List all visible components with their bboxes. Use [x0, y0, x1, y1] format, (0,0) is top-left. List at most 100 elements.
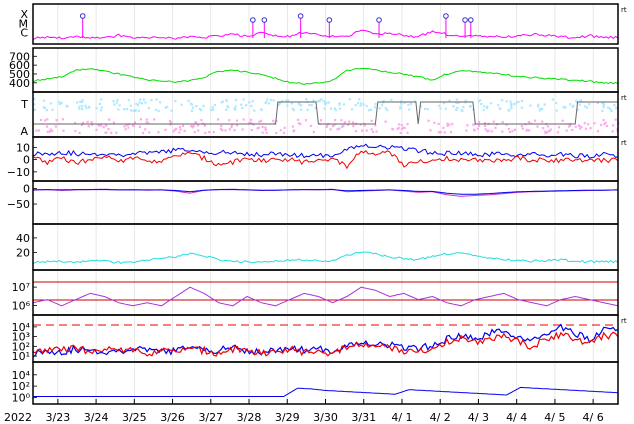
- scatter-point-A: [282, 131, 286, 135]
- scatter-point-A: [472, 123, 475, 126]
- scatter-point-T: [318, 99, 321, 103]
- scatter-point-T: [310, 104, 313, 107]
- scatter-point-A: [192, 124, 195, 128]
- x-tick-label: 3/28: [237, 411, 262, 424]
- scatter-point-A: [233, 129, 236, 132]
- scatter-point-T: [324, 102, 327, 106]
- scatter-point-A: [172, 130, 175, 133]
- panel-frame: [32, 3, 619, 45]
- scatter-point-T: [327, 101, 330, 104]
- scatter-point-A: [54, 125, 57, 128]
- ytick-label: −50: [7, 198, 30, 211]
- right-tag: rt: [621, 6, 627, 14]
- scatter-point-A: [333, 123, 336, 127]
- scatter-point-A: [334, 118, 337, 122]
- scatter-point-T: [578, 103, 581, 106]
- ytick-label: 40: [16, 232, 30, 245]
- scatter-point-A: [342, 124, 345, 128]
- scatter-point-A: [557, 126, 561, 129]
- x-tick-label: 3/23: [46, 411, 71, 424]
- scatter-point-A: [304, 119, 308, 122]
- scatter-point-T: [78, 105, 81, 108]
- scatter-point-A: [541, 120, 544, 123]
- scatter-point-A: [200, 118, 203, 122]
- scatter-point-A: [484, 124, 487, 127]
- scatter-point-A: [46, 130, 49, 133]
- scatter-point-A: [577, 124, 580, 127]
- scatter-point-T: [140, 102, 143, 105]
- scatter-point-T: [33, 108, 36, 111]
- scatter-point-T: [462, 106, 465, 109]
- scatter-point-A: [193, 130, 196, 134]
- scatter-point-A: [477, 124, 481, 127]
- scatter-point-A: [97, 124, 100, 127]
- scatter-point-A: [361, 129, 364, 132]
- x-axis: 2022 3/23 3/24 3/25 3/26 3/27 3/28 3/29 3/30 3/3…: [4, 399, 604, 424]
- scatter-point-A: [611, 130, 614, 133]
- right-tag: rt: [621, 139, 627, 147]
- scatter-point-A: [359, 123, 362, 126]
- scatter-point-T: [164, 106, 167, 109]
- scatter-point-T: [378, 107, 382, 110]
- scatter-point-A: [216, 118, 220, 121]
- scatter-point-T: [414, 100, 417, 103]
- ytick-label: 20: [16, 246, 30, 259]
- scatter-point-T: [497, 104, 500, 107]
- scatter-point-T: [135, 102, 138, 105]
- scatter-point-A: [261, 131, 264, 134]
- scatter-point-T: [501, 99, 504, 102]
- scatter-point-T: [338, 102, 341, 105]
- flare-marker: [376, 17, 382, 23]
- scatter-point-T: [45, 109, 48, 112]
- scatter-point-T: [225, 99, 228, 102]
- scatter-point-A: [231, 124, 234, 127]
- scatter-point-A: [536, 125, 539, 128]
- x-tick-label: 4/ 2: [430, 411, 451, 424]
- scatter-point-A: [51, 129, 54, 133]
- scatter-point-T: [292, 109, 296, 112]
- scatter-point-A: [123, 125, 126, 128]
- scatter-point-T: [455, 108, 458, 112]
- scatter-point-A: [35, 129, 38, 132]
- scatter-point-T: [81, 107, 84, 111]
- scatter-point-A: [73, 121, 77, 125]
- scatter-point-T: [485, 106, 489, 109]
- scatter-point-A: [437, 122, 440, 126]
- scatter-point-T: [118, 104, 121, 107]
- scatter-point-A: [138, 125, 141, 129]
- scatter-point-T: [43, 106, 47, 110]
- scatter-point-T: [342, 103, 346, 106]
- scatter-point-T: [154, 108, 157, 111]
- flare-marker: [443, 13, 449, 19]
- scatter-point-A: [348, 120, 351, 123]
- scatter-point-T: [464, 99, 467, 102]
- scatter-point-A: [203, 124, 206, 127]
- scatter-point-T: [159, 101, 162, 104]
- x-tick-label: 4/ 1: [391, 411, 412, 424]
- scatter-point-T: [515, 101, 518, 104]
- scatter-point-A: [341, 125, 344, 128]
- scatter-point-T: [338, 107, 341, 110]
- scatter-point-T: [81, 99, 84, 102]
- scatter-point-A: [589, 126, 592, 130]
- scatter-point-A: [108, 118, 111, 121]
- scatter-point-A: [228, 119, 231, 122]
- series-line: [32, 29, 619, 41]
- series-line: [33, 386, 619, 397]
- scatter-point-T: [564, 106, 567, 109]
- scatter-point-T: [84, 104, 87, 107]
- scatter-point-A: [403, 126, 406, 130]
- scatter-point-T: [424, 107, 427, 111]
- scatter-point-A: [583, 122, 586, 125]
- scatter-point-T: [314, 107, 317, 110]
- scatter-point-A: [319, 119, 323, 122]
- scatter-point-A: [249, 118, 253, 121]
- scatter-point-A: [443, 131, 446, 134]
- scatter-point-A: [275, 131, 278, 135]
- scatter-point-T: [438, 104, 441, 107]
- scatter-point-T: [536, 105, 540, 108]
- scatter-point-A: [603, 122, 606, 126]
- scatter-point-A: [147, 122, 150, 125]
